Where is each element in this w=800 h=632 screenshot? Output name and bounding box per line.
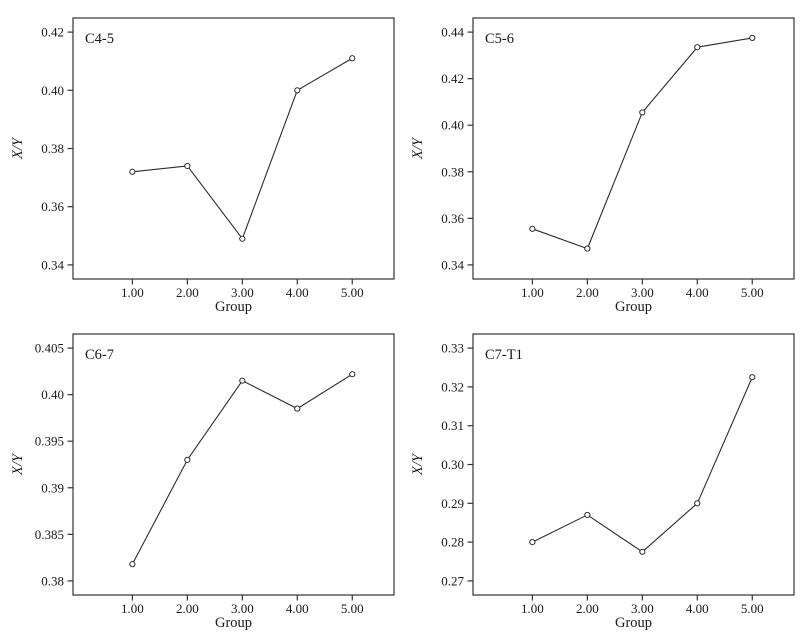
line-chart: 0.38 0.385 0.39 0.395 0.40 0.405 1.00 2.00 3.00 4…	[10, 333, 395, 631]
line-series	[532, 37, 753, 250]
x-tick-label: 2.00	[176, 285, 199, 300]
data-point	[584, 511, 591, 519]
data-point	[129, 168, 136, 175]
y-tick-label: 0.40	[41, 83, 64, 98]
chart-panel-c4-5: 0.34 0.36 0.38 0.40 0.42 1.00 2.00 3.00 4.00 5.00…	[0, 0, 400, 316]
y-tick-label: 0.38	[41, 573, 64, 588]
x-tick-label: 2.00	[576, 601, 599, 616]
x-axis-label: Group	[615, 299, 652, 315]
x-tick-label: 2.00	[576, 285, 599, 300]
plot-frame	[472, 333, 795, 596]
data-point	[584, 245, 591, 252]
line-chart: 0.34 0.36 0.38 0.40 0.42 1.00 2.00 3.00 4.00 5.00…	[10, 17, 395, 315]
y-tick-label: 0.42	[441, 71, 464, 86]
x-tick-label: 5.00	[341, 601, 364, 616]
y-tick-label: 0.42	[41, 25, 64, 40]
y-tick-label: 0.34	[41, 257, 64, 272]
x-tick-label: 5.00	[341, 285, 364, 300]
x-tick-label: 5.00	[741, 601, 764, 616]
y-tick-label: 0.27	[441, 573, 464, 588]
y-tick-label: 0.40	[41, 387, 64, 402]
y-tick-label: 0.28	[441, 535, 464, 550]
x-tick-label: 3.00	[231, 285, 254, 300]
y-tick-label: 0.30	[441, 457, 464, 472]
chart-panel-c6-7: 0.38 0.385 0.39 0.395 0.40 0.405 1.00 2.00 3.00 4…	[0, 316, 400, 632]
plot-frame	[72, 333, 395, 596]
y-tick-label: 0.39	[41, 480, 64, 495]
data-point	[184, 456, 191, 463]
x-tick-label: 4.00	[686, 601, 709, 616]
x-axis-label: Group	[615, 615, 652, 631]
y-tick-label: 0.29	[441, 496, 464, 511]
x-tick-label: 1.00	[121, 285, 144, 300]
y-axis-label: X/Y	[410, 136, 426, 160]
y-tick-label: 0.36	[441, 211, 464, 226]
y-tick-label: 0.31	[441, 418, 464, 433]
y-tick-label: 0.44	[441, 25, 464, 40]
y-tick-label: 0.34	[441, 257, 464, 272]
x-tick-label: 2.00	[176, 601, 199, 616]
data-point	[294, 87, 301, 94]
chart-title: C5-6	[485, 31, 514, 47]
y-tick-label: 0.40	[441, 118, 464, 133]
x-axis-label: Group	[215, 299, 252, 315]
y-tick-label: 0.32	[441, 379, 464, 394]
plot-frame	[472, 17, 795, 280]
line-series	[532, 376, 753, 553]
y-tick-label: 0.385	[35, 527, 64, 542]
line-chart: 0.27 0.28 0.29 0.30 0.31 0.32 0.33 1.00 2.00 3.00…	[410, 333, 795, 631]
data-point	[694, 500, 701, 507]
x-tick-label: 5.00	[741, 285, 764, 300]
x-tick-label: 1.00	[521, 601, 544, 616]
y-tick-label: 0.38	[441, 164, 464, 179]
data-point	[349, 371, 356, 378]
y-axis-label: X/Y	[10, 136, 26, 160]
data-point	[184, 162, 191, 170]
y-tick-label: 0.36	[41, 199, 64, 214]
data-point	[639, 548, 646, 555]
chart-title: C7-T1	[485, 347, 523, 363]
data-point	[529, 539, 536, 546]
x-tick-label: 3.00	[231, 601, 254, 616]
y-axis-label: X/Y	[10, 452, 26, 476]
data-point	[529, 225, 536, 232]
data-point	[749, 374, 756, 381]
x-tick-label: 4.00	[286, 601, 309, 616]
data-point	[694, 44, 701, 51]
data-point	[639, 109, 646, 116]
y-tick-label: 0.395	[35, 434, 64, 449]
line-chart: 0.34 0.36 0.38 0.40 0.42 0.44 1.00 2.00 3.00 4.00…	[410, 17, 795, 315]
line-series	[132, 57, 353, 240]
chart-panel-c5-6: 0.34 0.36 0.38 0.40 0.42 0.44 1.00 2.00 3.00 4.00…	[400, 0, 800, 316]
chart-panel-c7-t1: 0.27 0.28 0.29 0.30 0.31 0.32 0.33 1.00 2.00 3.00…	[400, 316, 800, 632]
data-point	[239, 235, 246, 242]
y-tick-label: 0.33	[441, 341, 464, 356]
plot-frame	[72, 17, 395, 280]
chart-title: C6-7	[85, 347, 114, 363]
x-tick-label: 3.00	[631, 285, 654, 300]
x-tick-label: 4.00	[686, 285, 709, 300]
y-tick-label: 0.405	[35, 341, 64, 356]
data-point	[294, 405, 301, 412]
x-tick-label: 1.00	[521, 285, 544, 300]
x-tick-label: 4.00	[286, 285, 309, 300]
data-point	[749, 34, 756, 42]
x-tick-label: 3.00	[631, 601, 654, 616]
x-tick-label: 1.00	[121, 601, 144, 616]
chart-title: C4-5	[85, 31, 114, 47]
x-axis-label: Group	[215, 615, 252, 631]
y-axis-label: X/Y	[410, 452, 426, 476]
data-point	[129, 561, 136, 568]
data-point	[239, 377, 246, 384]
data-point	[349, 55, 356, 62]
y-tick-label: 0.38	[41, 141, 64, 156]
line-series	[131, 373, 353, 565]
